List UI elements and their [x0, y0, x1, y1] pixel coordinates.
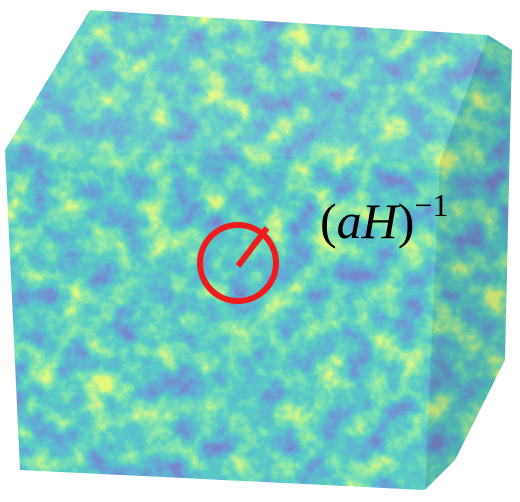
label-symbol: aH — [337, 193, 401, 249]
top-face — [5, 10, 488, 160]
cube — [0, 0, 520, 502]
label-close: ) — [398, 193, 415, 249]
label-exponent: −1 — [414, 187, 448, 223]
label-open: ( — [320, 193, 337, 249]
cube-diagram: (aH)−1 — [0, 0, 520, 502]
